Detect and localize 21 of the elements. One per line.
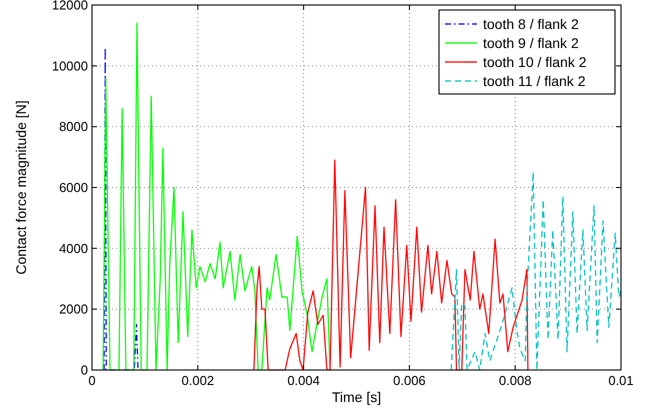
legend-label: tooth 11 / flank 2 — [483, 73, 586, 89]
y-tick-label: 0 — [80, 362, 88, 378]
y-tick-label: 2000 — [59, 302, 88, 317]
line-series — [253, 160, 528, 371]
x-tick-label: 0.006 — [393, 373, 426, 388]
x-tick-label: 0.008 — [498, 373, 532, 388]
line-series — [102, 22, 331, 371]
y-tick-label: 10000 — [52, 58, 88, 74]
line-series — [450, 172, 622, 371]
x-tick-label: 0.01 — [608, 373, 634, 388]
x-tick-label: 0.004 — [287, 373, 320, 388]
y-axis-title: Contact force magnitude [N] — [13, 100, 29, 275]
y-tick-label: 4000 — [59, 240, 88, 256]
y-tick-label: 6000 — [59, 180, 88, 195]
legend-label: tooth 8 / flank 2 — [483, 16, 579, 32]
legend-label: tooth 9 / flank 2 — [483, 35, 579, 51]
x-axis-title: Time [s] — [332, 389, 382, 405]
y-tick-label: 12000 — [52, 0, 88, 12]
x-tick-label: 0.002 — [182, 373, 214, 388]
legend-label: tooth 10 / flank 2 — [483, 54, 587, 70]
y-tick-label: 8000 — [59, 119, 88, 134]
